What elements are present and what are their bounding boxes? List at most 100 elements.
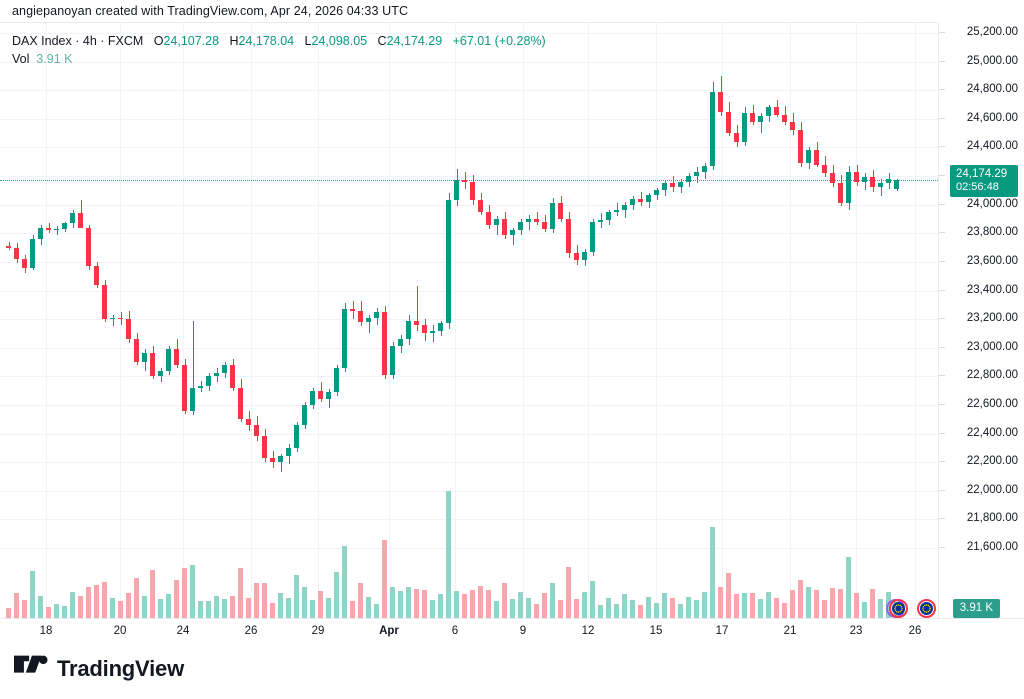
eu-economic-event-marker[interactable] <box>886 599 908 618</box>
volume-bar <box>246 598 252 618</box>
candle-body <box>382 311 388 375</box>
legend-symbol[interactable]: DAX Index · 4h · FXCM <box>12 34 144 48</box>
volume-bar <box>758 599 764 618</box>
gridline-vertical <box>46 23 47 618</box>
gridline-vertical <box>318 23 319 618</box>
price-axis-tick-mark <box>939 346 945 348</box>
current-price-value: 24,174.29 <box>956 167 1008 180</box>
candle-body <box>366 317 372 322</box>
candle-wick <box>433 324 434 342</box>
candle-wick <box>81 200 82 219</box>
candle-body <box>582 251 588 261</box>
chart-plot-area[interactable] <box>0 23 938 618</box>
candle-wick <box>865 173 866 191</box>
volume-bar <box>862 602 868 618</box>
candle-wick <box>761 113 762 134</box>
price-axis-tick-mark <box>939 432 945 434</box>
time-axis[interactable]: 18 20 24 26 29 Apr 6 9 12 15 17 21 23 26 <box>0 618 1024 646</box>
price-axis-tick-mark <box>939 89 945 91</box>
volume-bar <box>390 587 396 618</box>
gridline-vertical <box>183 23 184 618</box>
time-axis-tick-label: 12 <box>581 625 595 637</box>
price-axis[interactable]: 24,174.29 02:56:48 3.91 K 25,200.00 25,00… <box>938 22 1024 618</box>
volume-bar <box>350 600 356 618</box>
price-axis-tick-mark <box>939 318 945 320</box>
price-axis-tick-mark <box>939 32 945 33</box>
volume-bar <box>486 590 492 618</box>
candle-body <box>862 177 868 182</box>
volume-bar <box>702 592 708 618</box>
volume-bar <box>398 590 404 618</box>
candle-body <box>782 114 788 122</box>
price-axis-tick-label: 24,400.00 <box>966 140 1018 153</box>
legend-high-value: 24,178.04 <box>238 34 295 48</box>
candle-body <box>710 91 716 167</box>
candle-body <box>158 370 164 377</box>
legend-volume-label: Vol <box>12 52 30 66</box>
candle-wick <box>369 314 370 334</box>
volume-bar <box>470 590 476 618</box>
candle-body <box>806 150 812 164</box>
price-axis-tick-label: 23,200.00 <box>966 312 1018 325</box>
candle-body <box>502 218 508 235</box>
price-axis-tick-mark <box>939 289 945 291</box>
candle-body <box>318 390 324 400</box>
volume-bar <box>798 579 804 618</box>
time-axis-tick-label: 26 <box>244 625 258 637</box>
time-axis-tick-label: 24 <box>176 625 190 637</box>
gridline-vertical <box>523 23 524 618</box>
event-marker-ring <box>917 599 936 618</box>
volume-bar <box>270 602 276 618</box>
volume-bar <box>742 593 748 618</box>
gridline-horizontal <box>0 490 938 492</box>
candle-wick <box>417 286 418 331</box>
gridline-vertical <box>790 23 791 618</box>
price-axis-tick-mark <box>939 547 945 548</box>
gridline-horizontal <box>0 233 938 235</box>
candle-body <box>726 111 732 134</box>
price-axis-tick-mark <box>939 232 945 234</box>
volume-bar <box>838 589 844 618</box>
volume-badge: 3.91 K <box>952 599 1000 618</box>
volume-bar <box>822 600 828 618</box>
volume-bar <box>854 592 860 618</box>
gridline-horizontal <box>0 118 938 120</box>
candle-body <box>118 317 124 320</box>
volume-bar <box>718 586 724 618</box>
eu-economic-event-marker[interactable] <box>917 599 936 618</box>
price-axis-tick-label: 22,000.00 <box>966 483 1018 496</box>
candle-body <box>494 218 500 225</box>
candle-body <box>510 230 516 235</box>
time-axis-tick-label: 23 <box>849 625 863 637</box>
volume-bar <box>54 603 60 618</box>
chart-frame: DAX Index · 4h · FXCM O24,107.28 H24,178… <box>0 22 1024 618</box>
gridline-horizontal <box>0 290 938 292</box>
candle-body <box>182 364 188 411</box>
volume-bar <box>606 597 612 618</box>
candle-body <box>534 218 540 222</box>
candle-body <box>142 353 148 363</box>
gridline-horizontal <box>0 462 938 464</box>
candle-body <box>550 203 556 229</box>
gridline-horizontal <box>0 548 938 549</box>
volume-bar <box>174 579 180 618</box>
current-price-line <box>0 179 938 181</box>
candle-body <box>646 194 652 202</box>
volume-bar <box>774 598 780 618</box>
price-axis-tick-mark <box>939 518 945 520</box>
candle-body <box>630 198 636 205</box>
price-axis-tick-mark <box>939 489 945 491</box>
candle-body <box>334 367 340 393</box>
volume-bar <box>22 600 28 618</box>
gridline-horizontal <box>0 33 938 34</box>
volume-bar <box>342 546 348 618</box>
volume-bar <box>406 586 412 618</box>
price-axis-tick-mark <box>939 146 945 148</box>
volume-bar <box>198 601 204 618</box>
price-axis-tick-mark <box>939 260 945 262</box>
candle-body <box>870 177 876 188</box>
candle-body <box>86 227 92 267</box>
volume-bar <box>150 570 156 618</box>
candle-body <box>478 200 484 212</box>
legend-volume-value: 3.91 K <box>36 52 73 66</box>
